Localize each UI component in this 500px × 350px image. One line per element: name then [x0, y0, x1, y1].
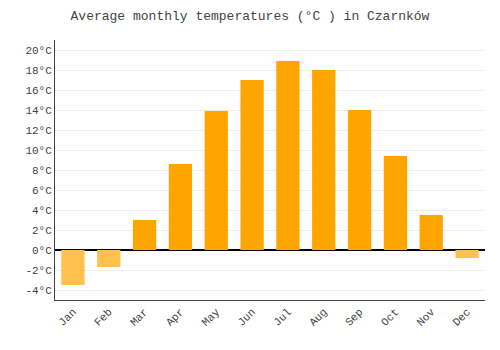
svg-text:Dec: Dec	[451, 306, 473, 328]
svg-text:6°C: 6°C	[32, 185, 52, 197]
svg-text:Jun: Jun	[236, 306, 258, 328]
svg-text:Jul: Jul	[271, 306, 293, 328]
svg-text:4°C: 4°C	[32, 205, 52, 217]
svg-text:18°C: 18°C	[25, 65, 52, 77]
svg-text:Jan: Jan	[56, 306, 78, 328]
svg-text:Oct: Oct	[379, 306, 401, 328]
svg-text:May: May	[200, 306, 223, 329]
svg-text:20°C: 20°C	[25, 45, 52, 57]
svg-text:14°C: 14°C	[25, 105, 52, 117]
svg-text:Average monthly temperatures (: Average monthly temperatures (°C ) in Cz…	[71, 9, 430, 24]
svg-text:Aug: Aug	[307, 306, 329, 328]
svg-text:16°C: 16°C	[25, 85, 52, 97]
svg-text:8°C: 8°C	[32, 165, 52, 177]
svg-text:0°C: 0°C	[32, 245, 52, 257]
svg-text:10°C: 10°C	[25, 145, 52, 157]
svg-text:Mar: Mar	[128, 306, 150, 328]
svg-text:Feb: Feb	[92, 306, 114, 328]
svg-text:-4°C: -4°C	[25, 285, 52, 297]
svg-text:Nov: Nov	[415, 306, 438, 329]
svg-text:-2°C: -2°C	[25, 265, 52, 277]
svg-text:12°C: 12°C	[25, 125, 52, 137]
svg-text:Sep: Sep	[343, 306, 365, 328]
svg-text:Apr: Apr	[164, 306, 186, 328]
svg-text:2°C: 2°C	[32, 225, 52, 237]
